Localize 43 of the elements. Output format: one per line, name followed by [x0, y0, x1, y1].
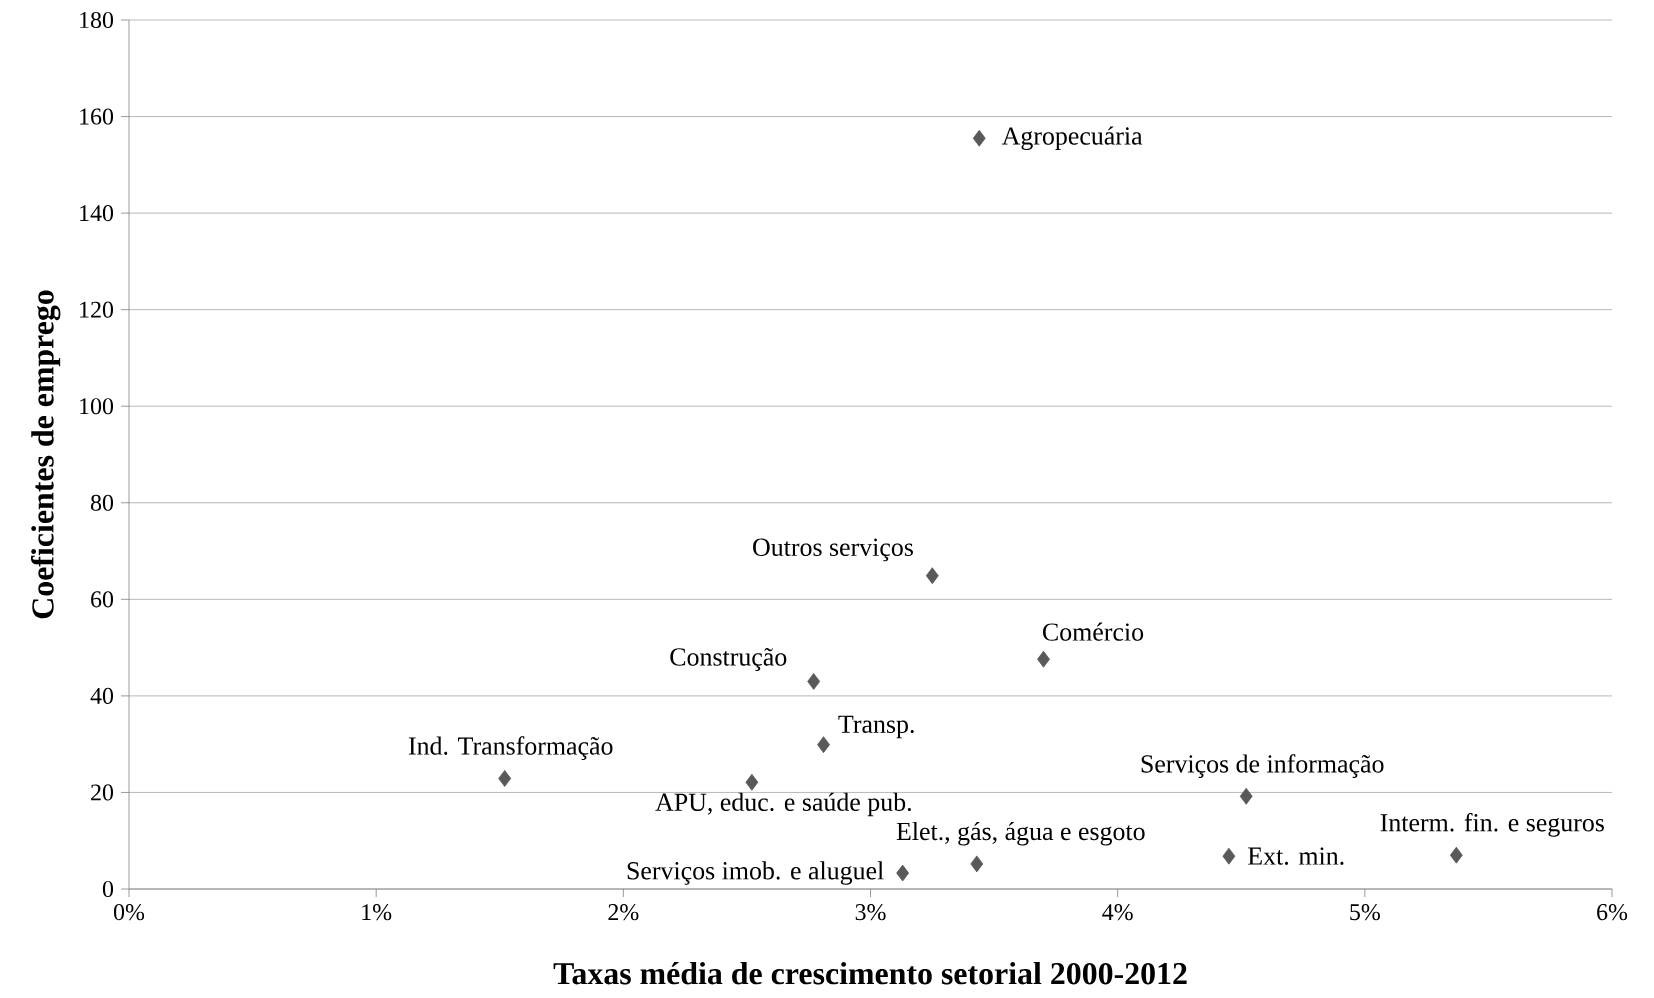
- point: [1239, 787, 1253, 805]
- point: [1222, 847, 1236, 865]
- annotation: Comércio: [1042, 622, 1144, 641]
- y-tick-label: 60: [91, 591, 114, 608]
- y-tick-label: 160: [80, 108, 114, 125]
- point: [498, 770, 512, 787]
- annotation: Transp.: [838, 715, 914, 739]
- annotation: Serviços de informação: [1141, 754, 1384, 778]
- annotation: Interm. fin. e seguros: [1380, 812, 1604, 837]
- x-tick-label: 2%: [608, 904, 639, 921]
- y-tick-label: 80: [90, 494, 114, 511]
- point: [817, 736, 830, 754]
- annotation: APU, educ. e saúde pub.: [655, 792, 911, 817]
- annotation: Ind. Transformação: [408, 736, 613, 761]
- point: [807, 673, 821, 690]
- point: [896, 864, 910, 882]
- point: [972, 129, 986, 147]
- point: [1449, 846, 1463, 864]
- annotation: Ext. min.: [1248, 847, 1344, 865]
- x-tick-label: 6%: [1597, 904, 1628, 921]
- y-tick-label: 180: [80, 11, 114, 29]
- y-tick-label: 140: [80, 205, 114, 222]
- annotation: Agropecuária: [1001, 126, 1143, 151]
- x-tick-label: 5%: [1350, 904, 1380, 921]
- x-axis-title: Taxas média de crescimento setorial 2000-2012: [553, 961, 1187, 985]
- y-axis-title: Coeficientes de emprego: [30, 290, 61, 619]
- point: [1037, 650, 1050, 668]
- y-tick-label: 100: [80, 398, 114, 415]
- x-tick-label: 3%: [855, 904, 886, 921]
- annotation: Outros serviços: [753, 538, 913, 562]
- y-tick-label: 0: [102, 880, 114, 898]
- y-tick-label: 120: [80, 301, 114, 318]
- point: [970, 855, 984, 873]
- point: [745, 773, 759, 791]
- annotation: Construção: [670, 648, 787, 671]
- x-tick-label: 1%: [362, 904, 392, 921]
- annotation: Serviços imob. e aluguel: [627, 861, 884, 885]
- x-tick-label: 0%: [113, 904, 145, 921]
- y-tick-label: 40: [90, 687, 114, 704]
- x-tick-label: 4%: [1102, 904, 1133, 921]
- point: [925, 567, 939, 585]
- y-tick-label: 20: [91, 784, 114, 801]
- annotation: Elet., gás, água e esgoto: [896, 821, 1145, 846]
